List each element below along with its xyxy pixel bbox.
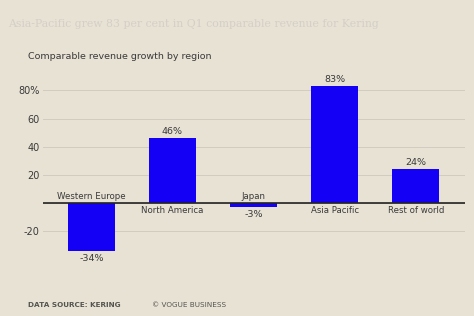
Bar	[392, 169, 439, 203]
Text: Comparable revenue growth by region: Comparable revenue growth by region	[28, 52, 212, 61]
Text: 83%: 83%	[324, 75, 345, 84]
Bar	[311, 86, 358, 203]
Text: Asia-Pacific grew 83 per cent in Q1 comparable revenue for Kering: Asia-Pacific grew 83 per cent in Q1 comp…	[9, 20, 379, 29]
Text: Western Europe: Western Europe	[57, 191, 126, 201]
Text: © VOGUE BUSINESS: © VOGUE BUSINESS	[152, 302, 226, 308]
Text: -34%: -34%	[79, 254, 104, 263]
Text: -3%: -3%	[244, 210, 263, 219]
Text: Asia Pacific: Asia Pacific	[310, 206, 359, 215]
Bar	[230, 203, 277, 207]
Text: DATA SOURCE: KERING: DATA SOURCE: KERING	[28, 302, 121, 308]
Bar	[149, 138, 196, 203]
Bar	[68, 203, 115, 251]
Text: Japan: Japan	[242, 191, 265, 201]
Text: 24%: 24%	[405, 158, 426, 167]
Text: North America: North America	[141, 206, 204, 215]
Text: Rest of world: Rest of world	[388, 206, 444, 215]
Text: 46%: 46%	[162, 127, 183, 136]
